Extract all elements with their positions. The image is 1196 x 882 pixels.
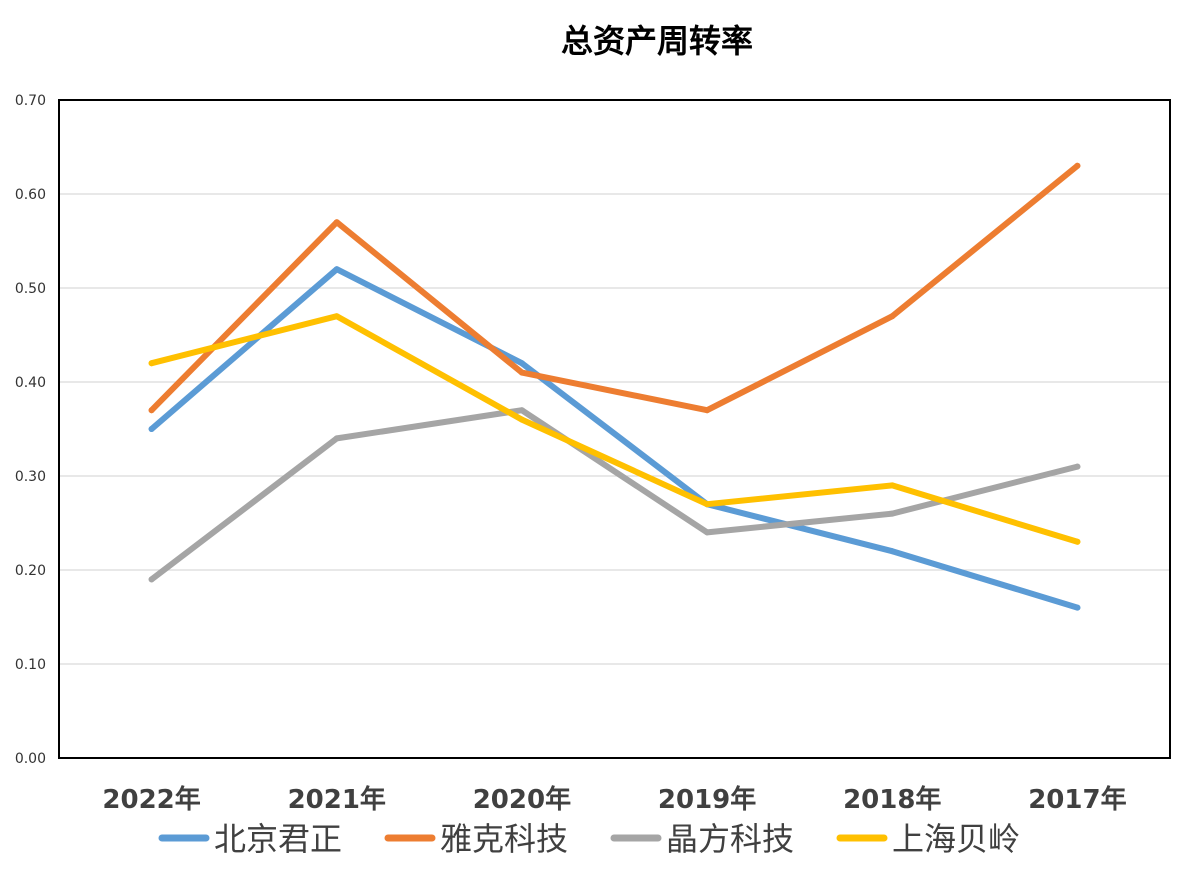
data-point [1074, 538, 1081, 545]
data-point [889, 313, 896, 320]
series-line-2 [148, 407, 1081, 583]
data-point [704, 501, 711, 508]
data-point [333, 219, 340, 226]
data-point [333, 313, 340, 320]
data-point [889, 482, 896, 489]
data-point [148, 576, 155, 583]
x-tick-label: 2022年 [102, 784, 200, 815]
data-point [148, 407, 155, 414]
data-point [148, 360, 155, 367]
y-tick-label: 0.60 [15, 187, 46, 203]
data-point [333, 266, 340, 273]
y-tick-label: 0.20 [15, 563, 46, 579]
x-tick-label: 2020年 [473, 784, 571, 815]
data-point [704, 407, 711, 414]
data-point [889, 548, 896, 555]
y-tick-label: 0.70 [15, 93, 46, 109]
legend-label: 晶方科技 [666, 820, 794, 858]
y-axis-ticks: 0.00 0.10 0.20 0.30 0.40 0.50 0.60 0.70 [15, 93, 46, 767]
data-point [1074, 604, 1081, 611]
x-tick-label: 2019年 [658, 784, 756, 815]
data-point [704, 529, 711, 536]
data-point [1074, 463, 1081, 470]
legend-label: 北京君正 [214, 820, 342, 858]
y-tick-label: 0.50 [15, 281, 46, 297]
legend: 北京君正 雅克科技 晶方科技 上海贝岭 [158, 820, 1020, 858]
data-point [518, 407, 525, 414]
data-point [1074, 162, 1081, 169]
plot-border [58, 99, 1171, 759]
legend-label: 上海贝岭 [892, 820, 1020, 858]
data-point [333, 435, 340, 442]
legend-label: 雅克科技 [440, 820, 568, 858]
y-tick-label: 0.00 [15, 751, 46, 767]
data-point [148, 426, 155, 432]
series-line-0 [148, 266, 1081, 611]
data-point [518, 416, 525, 423]
x-axis-ticks: 2022年 2021年 2020年 2019年 2018年 2017年 [102, 784, 1126, 815]
x-tick-label: 2021年 [288, 784, 386, 815]
x-tick-label: 2018年 [843, 784, 941, 815]
data-point [518, 369, 525, 376]
y-tick-label: 0.40 [15, 375, 46, 391]
series-lines [148, 162, 1081, 611]
gridlines [59, 193, 1170, 665]
series-line-3 [148, 313, 1081, 545]
series-line-1 [148, 162, 1081, 414]
y-tick-label: 0.10 [15, 657, 46, 673]
x-tick-label: 2017年 [1028, 784, 1126, 815]
y-tick-label: 0.30 [15, 469, 46, 485]
chart-title: 总资产周转率 [561, 22, 753, 60]
data-point [518, 360, 525, 367]
data-point [889, 510, 896, 517]
